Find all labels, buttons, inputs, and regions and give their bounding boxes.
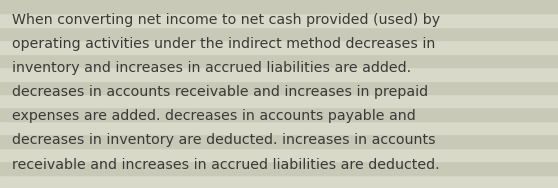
- Text: expenses are added. decreases in accounts payable and: expenses are added. decreases in account…: [12, 109, 416, 123]
- Bar: [0, 67, 558, 81]
- Bar: [0, 13, 558, 27]
- Text: decreases in inventory are deducted. increases in accounts: decreases in inventory are deducted. inc…: [12, 133, 436, 147]
- Bar: [0, 134, 558, 148]
- Bar: [0, 121, 558, 134]
- Text: operating activities under the indirect method decreases in: operating activities under the indirect …: [12, 37, 436, 51]
- Text: decreases in accounts receivable and increases in prepaid: decreases in accounts receivable and inc…: [12, 85, 429, 99]
- Text: inventory and increases in accrued liabilities are added.: inventory and increases in accrued liabi…: [12, 61, 411, 75]
- Bar: [0, 0, 558, 13]
- Bar: [0, 94, 558, 107]
- Bar: [0, 54, 558, 67]
- Text: receivable and increases in accrued liabilities are deducted.: receivable and increases in accrued liab…: [12, 158, 440, 171]
- Bar: [0, 175, 558, 188]
- Bar: [0, 161, 558, 175]
- Bar: [0, 107, 558, 121]
- Bar: [0, 40, 558, 54]
- Bar: [0, 148, 558, 161]
- Bar: [0, 27, 558, 40]
- Bar: [0, 81, 558, 94]
- Text: When converting net income to net cash provided (used) by: When converting net income to net cash p…: [12, 13, 440, 27]
